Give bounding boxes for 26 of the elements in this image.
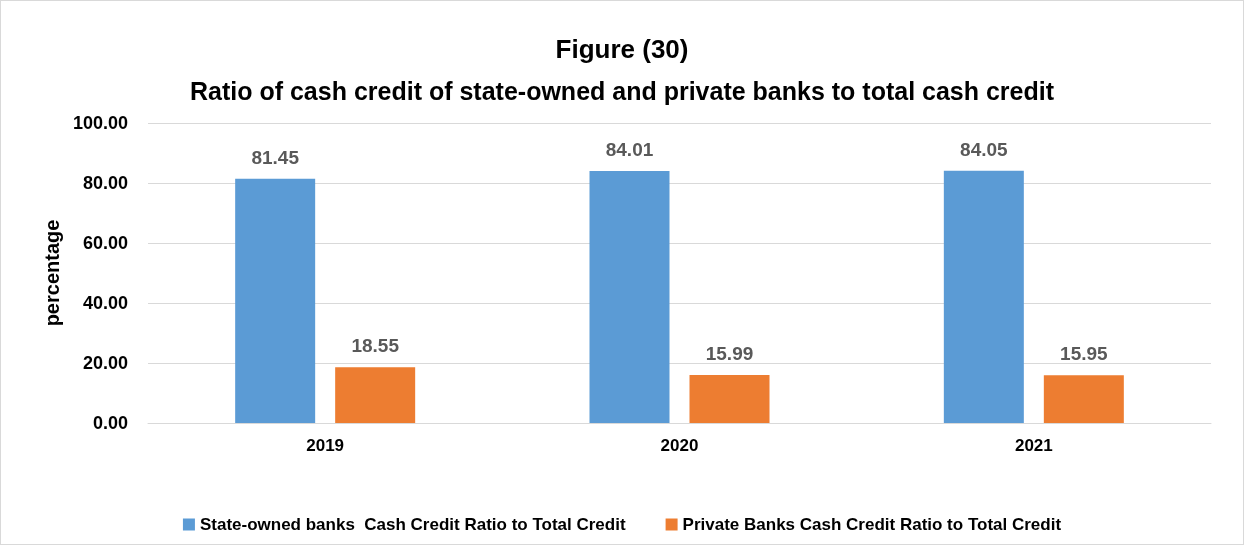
bar (943, 170, 1024, 423)
bar (235, 178, 316, 423)
y-tick-label: 20.00 (82, 353, 128, 373)
y-tick-label: 100.00 (72, 113, 128, 133)
data-label: 81.45 (251, 146, 300, 168)
y-axis-title: percentage (41, 219, 64, 327)
data-label: 18.55 (351, 335, 400, 357)
chart-subtitle: Ratio of cash credit of state-owned and private banks to total cash credit (189, 76, 1055, 105)
bar (689, 375, 770, 423)
y-tick-label: 0.00 (92, 413, 128, 433)
data-label: 15.99 (705, 343, 754, 365)
x-tick-label: 2020 (660, 436, 699, 455)
y-tick-label: 80.00 (82, 173, 128, 193)
x-tick-label: 2021 (1014, 436, 1053, 455)
data-label: 84.05 (960, 138, 1009, 160)
bar (589, 170, 670, 423)
data-label: 15.95 (1060, 343, 1109, 365)
chart-title: Figure (30) (555, 34, 689, 64)
y-tick-label: 40.00 (82, 293, 128, 313)
legend-label: Private Banks Cash Credit Ratio to Total Credit (682, 515, 1062, 534)
legend-label: State-owned banks Cash Credit Ratio to Total Credit (199, 515, 626, 534)
bar (1043, 375, 1124, 423)
y-tick-label: 60.00 (82, 233, 128, 253)
bar (335, 367, 416, 423)
x-tick-label: 2019 (306, 436, 345, 455)
data-label: 84.01 (605, 138, 654, 160)
